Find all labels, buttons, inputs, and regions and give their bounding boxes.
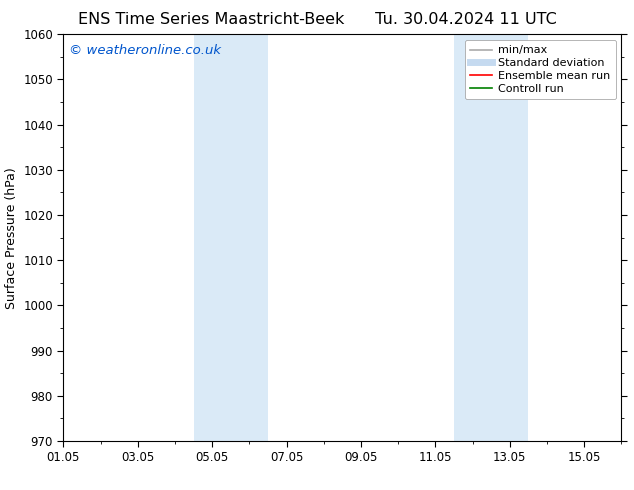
Legend: min/max, Standard deviation, Ensemble mean run, Controll run: min/max, Standard deviation, Ensemble me… (465, 40, 616, 99)
Text: ENS Time Series Maastricht-Beek      Tu. 30.04.2024 11 UTC: ENS Time Series Maastricht-Beek Tu. 30.0… (77, 12, 557, 27)
Y-axis label: Surface Pressure (hPa): Surface Pressure (hPa) (4, 167, 18, 309)
Bar (193, 34, 268, 441)
Text: © weatheronline.co.uk: © weatheronline.co.uk (69, 45, 221, 57)
Bar (454, 34, 528, 441)
